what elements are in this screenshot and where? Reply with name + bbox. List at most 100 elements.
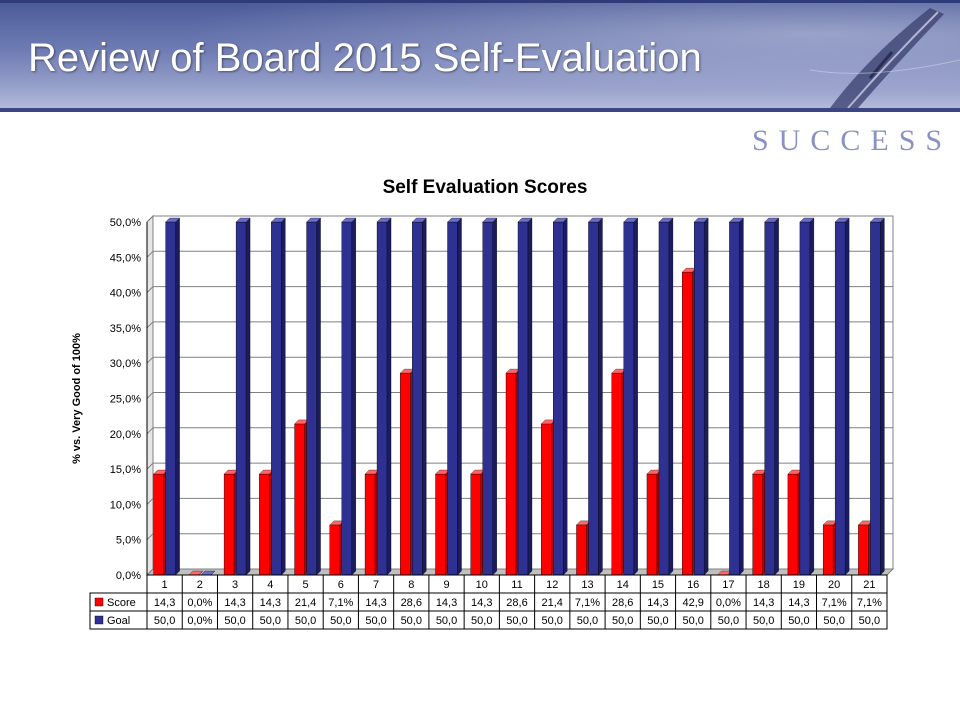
bar-side-goal (457, 217, 462, 576)
bar-side-goal (704, 217, 709, 576)
bar-goal (799, 221, 811, 576)
bar-top-goal (165, 217, 180, 223)
bar-side-goal (351, 217, 356, 576)
data-label-score: 14,3 (154, 597, 175, 609)
bar-score (787, 473, 799, 576)
bar-score (611, 372, 622, 576)
x-tick-label: 1 (162, 579, 168, 591)
data-label-goal: 50,0 (682, 615, 703, 627)
x-tick-label: 5 (303, 579, 309, 591)
data-label-goal: 50,0 (401, 615, 422, 627)
data-label-goal: 50,0 (577, 615, 598, 627)
data-label-score: 14,3 (647, 597, 668, 609)
y-tick-label: 35,0% (110, 323, 141, 335)
bar-goal (764, 221, 775, 576)
bar-goal (658, 221, 670, 576)
x-tick-label: 4 (267, 579, 273, 591)
bar-goal (588, 221, 599, 576)
data-label-score: 21,4 (542, 597, 563, 609)
bar-goal (306, 221, 317, 576)
x-tick-label: 17 (722, 579, 734, 591)
bar-goal (165, 221, 176, 576)
bar-goal (341, 221, 353, 576)
gridline-diag (146, 356, 154, 364)
bar-top-goal (341, 217, 357, 223)
data-label-goal: 50,0 (823, 615, 844, 627)
bar-goal (517, 221, 529, 576)
data-label-score: 0,0% (716, 597, 741, 609)
y-tick-label: 15,0% (110, 464, 141, 476)
data-label-goal: 50,0 (612, 615, 633, 627)
data-label-score: 14,3 (260, 597, 281, 609)
bar-side-goal (633, 217, 638, 576)
data-label-goal: 50,0 (365, 615, 386, 627)
bar-top-goal (870, 217, 885, 223)
gridline-diag (146, 498, 154, 505)
x-tick-label: 2 (197, 579, 203, 591)
bar-score (294, 423, 305, 576)
gridline-diag (146, 427, 154, 435)
x-tick-label: 15 (652, 579, 664, 591)
x-tick-label: 8 (408, 579, 414, 591)
data-label-score: 28,6 (612, 597, 633, 609)
data-label-score: 14,3 (436, 597, 457, 609)
data-label-goal: 50,0 (154, 615, 175, 627)
data-label-goal: 50,0 (330, 615, 351, 627)
x-tick-label: 7 (373, 579, 379, 591)
bar-goal (412, 221, 423, 576)
bar-side-goal (175, 217, 180, 576)
data-label-goal: 50,0 (753, 615, 774, 627)
bar-top-goal (517, 217, 533, 223)
data-label-goal: 50,0 (542, 615, 563, 627)
data-label-goal: 50,0 (260, 615, 281, 627)
y-tick-label: 50,0% (110, 217, 141, 229)
y-tick-label: 45,0% (110, 252, 141, 264)
bar-score (681, 271, 693, 576)
bar-top-goal (588, 217, 603, 223)
gridline-diag (146, 568, 154, 576)
data-label-goal: 50,0 (859, 615, 880, 627)
slide-header: Review of Board 2015 Self-Evaluation (0, 0, 960, 112)
bar-side-goal (809, 217, 815, 576)
bar-score (470, 473, 481, 576)
gridline-diag (146, 533, 154, 541)
bar-score (259, 473, 270, 576)
bar-top-goal (552, 217, 568, 223)
bar-score (752, 473, 763, 576)
bar-side-goal (492, 217, 497, 576)
bar-top-goal (799, 217, 815, 223)
bar-top-goal (376, 217, 392, 223)
bar-side-goal (563, 217, 568, 576)
bar-top-goal (306, 217, 321, 223)
bar-score (541, 423, 552, 576)
bar-top-goal (411, 217, 427, 223)
bar-goal (729, 221, 740, 576)
bar-top-goal (482, 217, 498, 223)
data-label-score: 28,6 (401, 597, 422, 609)
x-tick-label: 19 (793, 579, 805, 591)
bar-top-goal (447, 217, 462, 223)
bar-goal (376, 221, 388, 576)
bar-top-goal (693, 217, 709, 223)
y-tick-label: 10,0% (110, 499, 141, 511)
bar-top-goal (729, 217, 744, 223)
y-axis-title: % vs. Very Good of 100% (71, 333, 83, 464)
data-label-score: 7,1% (328, 597, 353, 609)
bar-side-goal (316, 217, 321, 576)
gridline-diag (146, 392, 154, 399)
chart: Self Evaluation Scores0,0%5,0%10,0%15,0%… (71, 177, 895, 630)
data-label-score: 0,0% (187, 597, 212, 609)
header-sheen (0, 0, 960, 112)
data-label-goal: 50,0 (647, 615, 668, 627)
success-logo: SUCCESS (752, 124, 953, 157)
legend-label-goal: Goal (107, 615, 130, 627)
data-label-score: 7,1% (822, 597, 847, 609)
bar-score (400, 372, 411, 576)
x-tick-label: 13 (581, 579, 593, 591)
bar-score (364, 473, 376, 576)
bar-side-goal (281, 217, 286, 576)
bar-side-goal (386, 217, 392, 576)
gridline-diag (146, 286, 154, 293)
data-label-score: 14,3 (224, 597, 245, 609)
y-tick-label: 30,0% (110, 358, 141, 370)
